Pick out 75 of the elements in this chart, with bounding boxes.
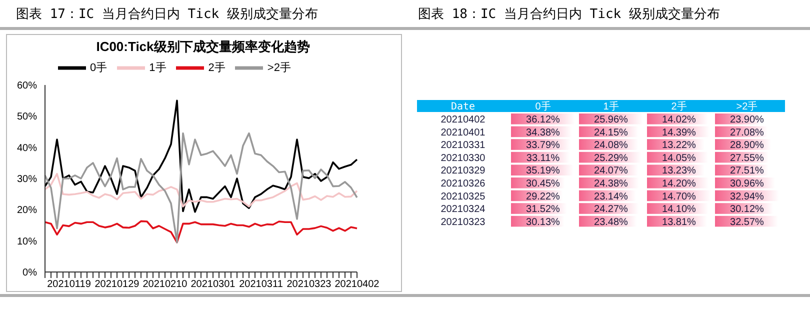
y-tick-label: 20210326 bbox=[440, 178, 486, 190]
y-tick-label: 50% bbox=[16, 112, 38, 123]
data-label: 30.96% bbox=[730, 178, 764, 190]
chart-title: 图表 17：IC 当月合约日内 Tick 级别成交量分布 bbox=[16, 6, 318, 23]
data-label: 24.15% bbox=[594, 127, 628, 138]
legend-label: 0手 bbox=[90, 62, 108, 74]
y-tick-label: 20210401 bbox=[440, 127, 486, 138]
x-tick-label: 20210210 bbox=[142, 279, 188, 290]
data-label: 25.96% bbox=[594, 114, 628, 126]
data-label: 14.70% bbox=[662, 191, 696, 202]
y-tick-label: 20210329 bbox=[440, 166, 486, 177]
data-label: 13.81% bbox=[662, 216, 696, 228]
data-label: 23.48% bbox=[594, 216, 628, 228]
line-series bbox=[44, 100, 358, 213]
y-tick-label: 20% bbox=[16, 205, 38, 216]
data-label: 13.22% bbox=[662, 140, 696, 152]
data-label: 32.57% bbox=[730, 216, 764, 228]
y-tick-label: 40% bbox=[16, 142, 38, 154]
y-tick-label: 20210330 bbox=[440, 152, 486, 164]
y-tick-label: 20210325 bbox=[440, 191, 486, 202]
data-label: 36.12% bbox=[526, 114, 560, 126]
y-tick-label: 20210323 bbox=[440, 216, 486, 228]
data-label: 14.05% bbox=[662, 152, 696, 164]
y-tick-label: 20210402 bbox=[440, 114, 486, 126]
data-label: 27.55% bbox=[730, 152, 764, 164]
data-label: 14.10% bbox=[662, 204, 696, 216]
data-label: 28.90% bbox=[730, 140, 764, 152]
x-tick-label: 2手 bbox=[671, 100, 687, 112]
chart-title: 图表 18：IC 当月合约日内 Tick 级别成交量分布 bbox=[418, 6, 720, 23]
data-label: 33.79% bbox=[526, 140, 560, 152]
y-tick-label: 20210331 bbox=[440, 140, 486, 152]
data-label: 24.27% bbox=[594, 204, 628, 216]
x-tick-label: 20210311 bbox=[239, 279, 284, 290]
x-tick-label: 20210119 bbox=[47, 279, 92, 290]
data-label: 25.29% bbox=[594, 152, 628, 164]
data-label: 23.14% bbox=[594, 191, 628, 202]
data-label: 14.39% bbox=[662, 127, 696, 138]
data-label: 24.07% bbox=[594, 166, 628, 177]
data-label: 27.51% bbox=[730, 166, 764, 177]
chart-subtitle: IC00:Tick级别下成交量频率变化趋势 bbox=[95, 38, 311, 56]
data-label: 31.52% bbox=[526, 204, 560, 216]
data-label: 14.20% bbox=[662, 178, 696, 190]
y-tick-label: 20210324 bbox=[440, 204, 486, 216]
data-label: 30.45% bbox=[526, 178, 560, 190]
y-tick-label: 10% bbox=[16, 236, 38, 248]
line-series bbox=[44, 220, 358, 244]
x-tick-label: 20210323 bbox=[286, 279, 332, 290]
data-label: 33.11% bbox=[526, 152, 560, 164]
data-label: 27.08% bbox=[730, 127, 764, 138]
data-label: 34.38% bbox=[526, 127, 560, 138]
data-label: 23.90% bbox=[730, 114, 764, 126]
y-tick-label: 0% bbox=[22, 268, 38, 279]
y-tick-label: 30% bbox=[16, 174, 38, 186]
line-series bbox=[44, 172, 358, 208]
x-tick-label: >2手 bbox=[736, 100, 758, 112]
x-tick-label: 20210129 bbox=[94, 279, 140, 290]
data-label: 24.38% bbox=[594, 178, 628, 190]
x-tick-label: 0手 bbox=[535, 100, 551, 112]
x-tick-label: 20210402 bbox=[334, 279, 380, 290]
data-label: 13.23% bbox=[662, 166, 696, 177]
data-label: 14.02% bbox=[662, 114, 696, 126]
data-label: 24.08% bbox=[594, 140, 628, 152]
legend-label: >2手 bbox=[267, 62, 291, 74]
x-tick-label: 20210301 bbox=[190, 279, 236, 290]
line-series bbox=[44, 132, 358, 244]
data-label: 30.12% bbox=[730, 204, 764, 216]
y-tick-label: 60% bbox=[16, 80, 38, 92]
data-label: 32.94% bbox=[730, 191, 764, 202]
x-tick-label: 1手 bbox=[603, 100, 619, 112]
data-label: 35.19% bbox=[526, 166, 560, 177]
legend-label: 2手 bbox=[208, 62, 226, 74]
data-label: 29.22% bbox=[526, 191, 560, 202]
legend-label: 1手 bbox=[149, 62, 166, 74]
y-axis-title: Date bbox=[450, 102, 476, 112]
data-label: 30.13% bbox=[526, 216, 560, 228]
